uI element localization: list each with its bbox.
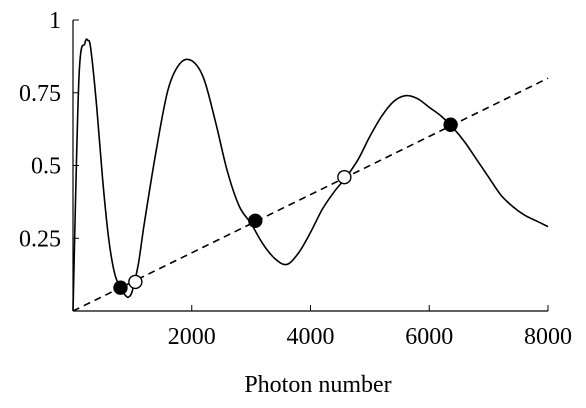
x-tick-label: 8000 xyxy=(524,324,572,350)
y-tick-label: 0.25 xyxy=(19,226,61,252)
open-point xyxy=(128,274,143,290)
series-layer xyxy=(72,38,549,312)
filled-point xyxy=(443,117,458,132)
series-line-dashed xyxy=(72,77,549,312)
y-tick-label: 1 xyxy=(49,8,61,34)
y-tick-label: 0.75 xyxy=(19,81,61,107)
x-tick-label: 4000 xyxy=(287,324,335,350)
x-axis-label: Photon number xyxy=(244,372,391,398)
filled-point xyxy=(248,213,263,228)
open-point xyxy=(337,169,352,185)
y-tick-label: 0.5 xyxy=(31,154,61,180)
x-tick-label: 2000 xyxy=(168,324,216,350)
x-tick-label: 6000 xyxy=(405,324,453,350)
points-layer xyxy=(113,117,458,295)
filled-point xyxy=(113,280,128,295)
series-line-solid xyxy=(72,38,549,312)
axes: 2000 4000 6000 8000 0.25 0.5 0.75 1 xyxy=(19,8,572,350)
